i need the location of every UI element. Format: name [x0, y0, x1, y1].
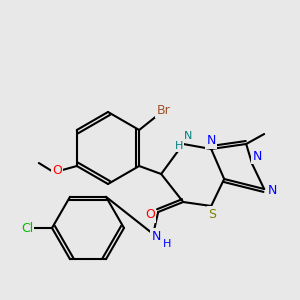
- Text: O: O: [145, 208, 155, 221]
- Text: N: N: [152, 230, 161, 242]
- Text: N: N: [206, 134, 216, 148]
- Text: Br: Br: [156, 103, 170, 116]
- Text: N: N: [253, 149, 262, 163]
- Text: H: H: [175, 141, 183, 151]
- Text: Cl: Cl: [21, 221, 33, 235]
- Text: N: N: [184, 131, 192, 141]
- Text: O: O: [52, 164, 62, 178]
- Text: N: N: [268, 184, 277, 197]
- Text: S: S: [208, 208, 216, 220]
- Text: H: H: [163, 239, 171, 249]
